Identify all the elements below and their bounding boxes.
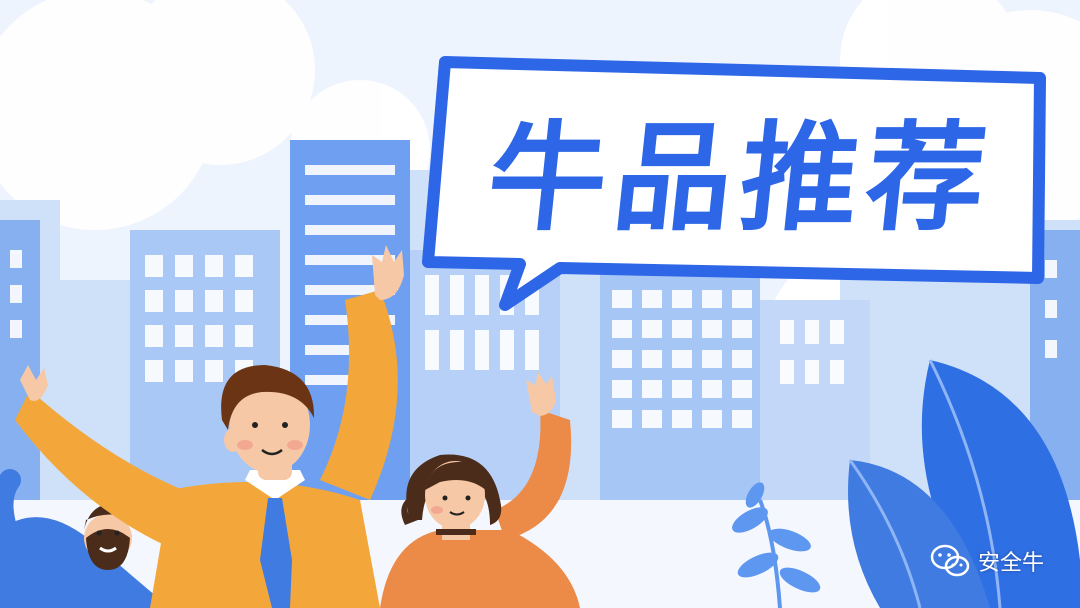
watermark-text: 安全牛	[977, 551, 1044, 576]
speech-bubble	[422, 56, 1046, 311]
building-windows	[10, 165, 1057, 428]
wechat-icon	[930, 544, 970, 577]
banner-title: 牛品推荐	[481, 108, 1001, 243]
leaves-right	[848, 359, 1080, 608]
orange-shirt-woman	[380, 372, 580, 608]
small-plant	[732, 482, 821, 608]
watermark: 安全牛	[930, 544, 1044, 578]
yellow-shirt-man	[15, 245, 404, 608]
